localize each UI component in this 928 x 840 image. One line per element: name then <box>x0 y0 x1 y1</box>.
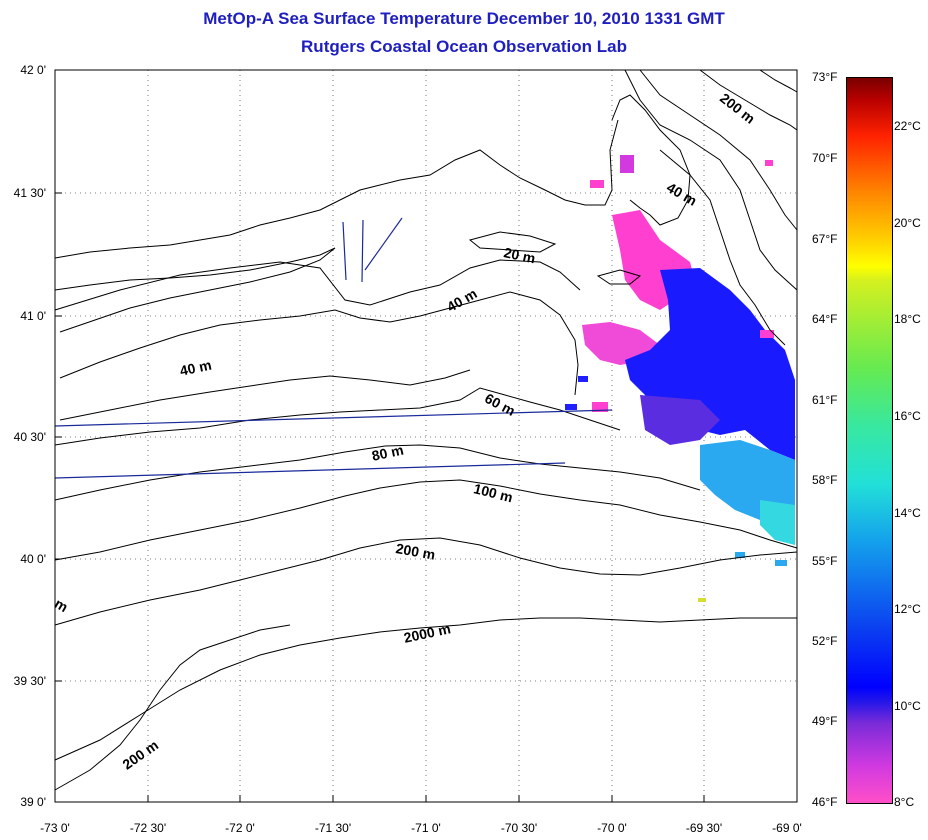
temperature-colorbar <box>846 77 893 804</box>
sst-speck <box>620 155 634 173</box>
colorbar-f-label: 73°F <box>812 70 838 84</box>
transect-line <box>361 219 364 283</box>
coastline-ct-ri <box>54 119 619 259</box>
isobath-gom-4 <box>659 149 786 346</box>
colorbar-f-label: 70°F <box>812 151 838 165</box>
colorbar-f-label: 55°F <box>812 554 838 568</box>
island-nantucket <box>596 269 642 285</box>
isobath-100m <box>54 479 798 561</box>
isobath-60m <box>54 387 621 446</box>
colorbar-c-label: 18°C <box>894 312 921 326</box>
sst-patch-aqua <box>760 500 795 545</box>
map-subtitle: Rutgers Coastal Ocean Observation Lab <box>301 37 627 56</box>
sst-patch-purple <box>640 395 720 445</box>
sst-speck <box>775 560 787 566</box>
lat-label: 41 0' <box>20 309 46 323</box>
sst-speck <box>765 160 773 166</box>
isobath-2000m <box>54 617 797 761</box>
isobath-200m <box>54 537 798 626</box>
colorbar-f-label: 67°F <box>812 232 838 246</box>
colorbar-f-label: 61°F <box>812 393 838 407</box>
isobath-20m <box>54 259 581 311</box>
colorbar-c-label: 12°C <box>894 602 921 616</box>
lat-label: 40 0' <box>20 552 46 566</box>
map-title: MetOp-A Sea Surface Temperature December… <box>203 9 725 28</box>
colorbar-c-label: 8°C <box>894 795 915 809</box>
sst-speck <box>565 404 577 410</box>
sst-speck <box>698 598 706 602</box>
isobath-80m <box>54 444 701 501</box>
colorbar-c-label: 20°C <box>894 216 921 230</box>
transect-line <box>342 221 347 281</box>
sst-speck <box>590 180 604 188</box>
colorbar-c-label: 16°C <box>894 409 921 423</box>
lon-label: -73 0' <box>40 821 70 835</box>
lat-label: 39 30' <box>13 674 46 688</box>
lat-label: 40 30' <box>13 430 46 444</box>
lon-label: -72 30' <box>129 821 167 835</box>
colorbar-c-label: 22°C <box>894 119 921 133</box>
colorbar-f-label: 52°F <box>812 634 838 648</box>
transect-lines <box>54 217 613 479</box>
transect-line <box>54 409 613 427</box>
island-marthas-vineyard <box>468 231 557 253</box>
ticks <box>55 69 705 802</box>
contours <box>54 69 798 791</box>
isobath-gom-5 <box>759 69 798 93</box>
lon-label: -69 0' <box>772 821 802 835</box>
sst-speck <box>592 402 608 412</box>
colorbar-f-label: 49°F <box>812 714 838 728</box>
lon-label: -70 30' <box>500 821 538 835</box>
isobath-gom-1 <box>624 69 798 291</box>
colorbar-c-label: 10°C <box>894 699 921 713</box>
colorbar-f-label: 58°F <box>812 473 838 487</box>
isobath-gom-2 <box>639 69 798 231</box>
colorbar-c-label: 14°C <box>894 506 921 520</box>
transect-line <box>54 462 566 479</box>
graticule <box>55 70 797 802</box>
sst-pixels <box>565 155 795 602</box>
isobath-40m-long-island <box>59 369 471 421</box>
sst-speck <box>760 330 774 338</box>
colorbar-f-label: 46°F <box>812 795 838 809</box>
lat-label: 42 0' <box>20 63 46 77</box>
lat-label: 39 0' <box>20 795 46 809</box>
colorbar-f-label: 64°F <box>812 312 838 326</box>
lon-label: -69 30' <box>685 821 723 835</box>
isobath-gom-3 <box>699 69 798 131</box>
isobath-200m-sw <box>54 624 291 791</box>
lon-label: -71 30' <box>314 821 352 835</box>
transect-line <box>364 217 403 271</box>
sst-speck <box>578 376 588 382</box>
coastline-long-island <box>54 247 336 333</box>
lon-label: -70 0' <box>597 821 627 835</box>
isobath-40m-north <box>59 291 579 396</box>
lon-label: -71 0' <box>411 821 441 835</box>
lon-label: -72 0' <box>225 821 255 835</box>
lat-label: 41 30' <box>13 186 46 200</box>
sst-speck <box>735 552 745 558</box>
